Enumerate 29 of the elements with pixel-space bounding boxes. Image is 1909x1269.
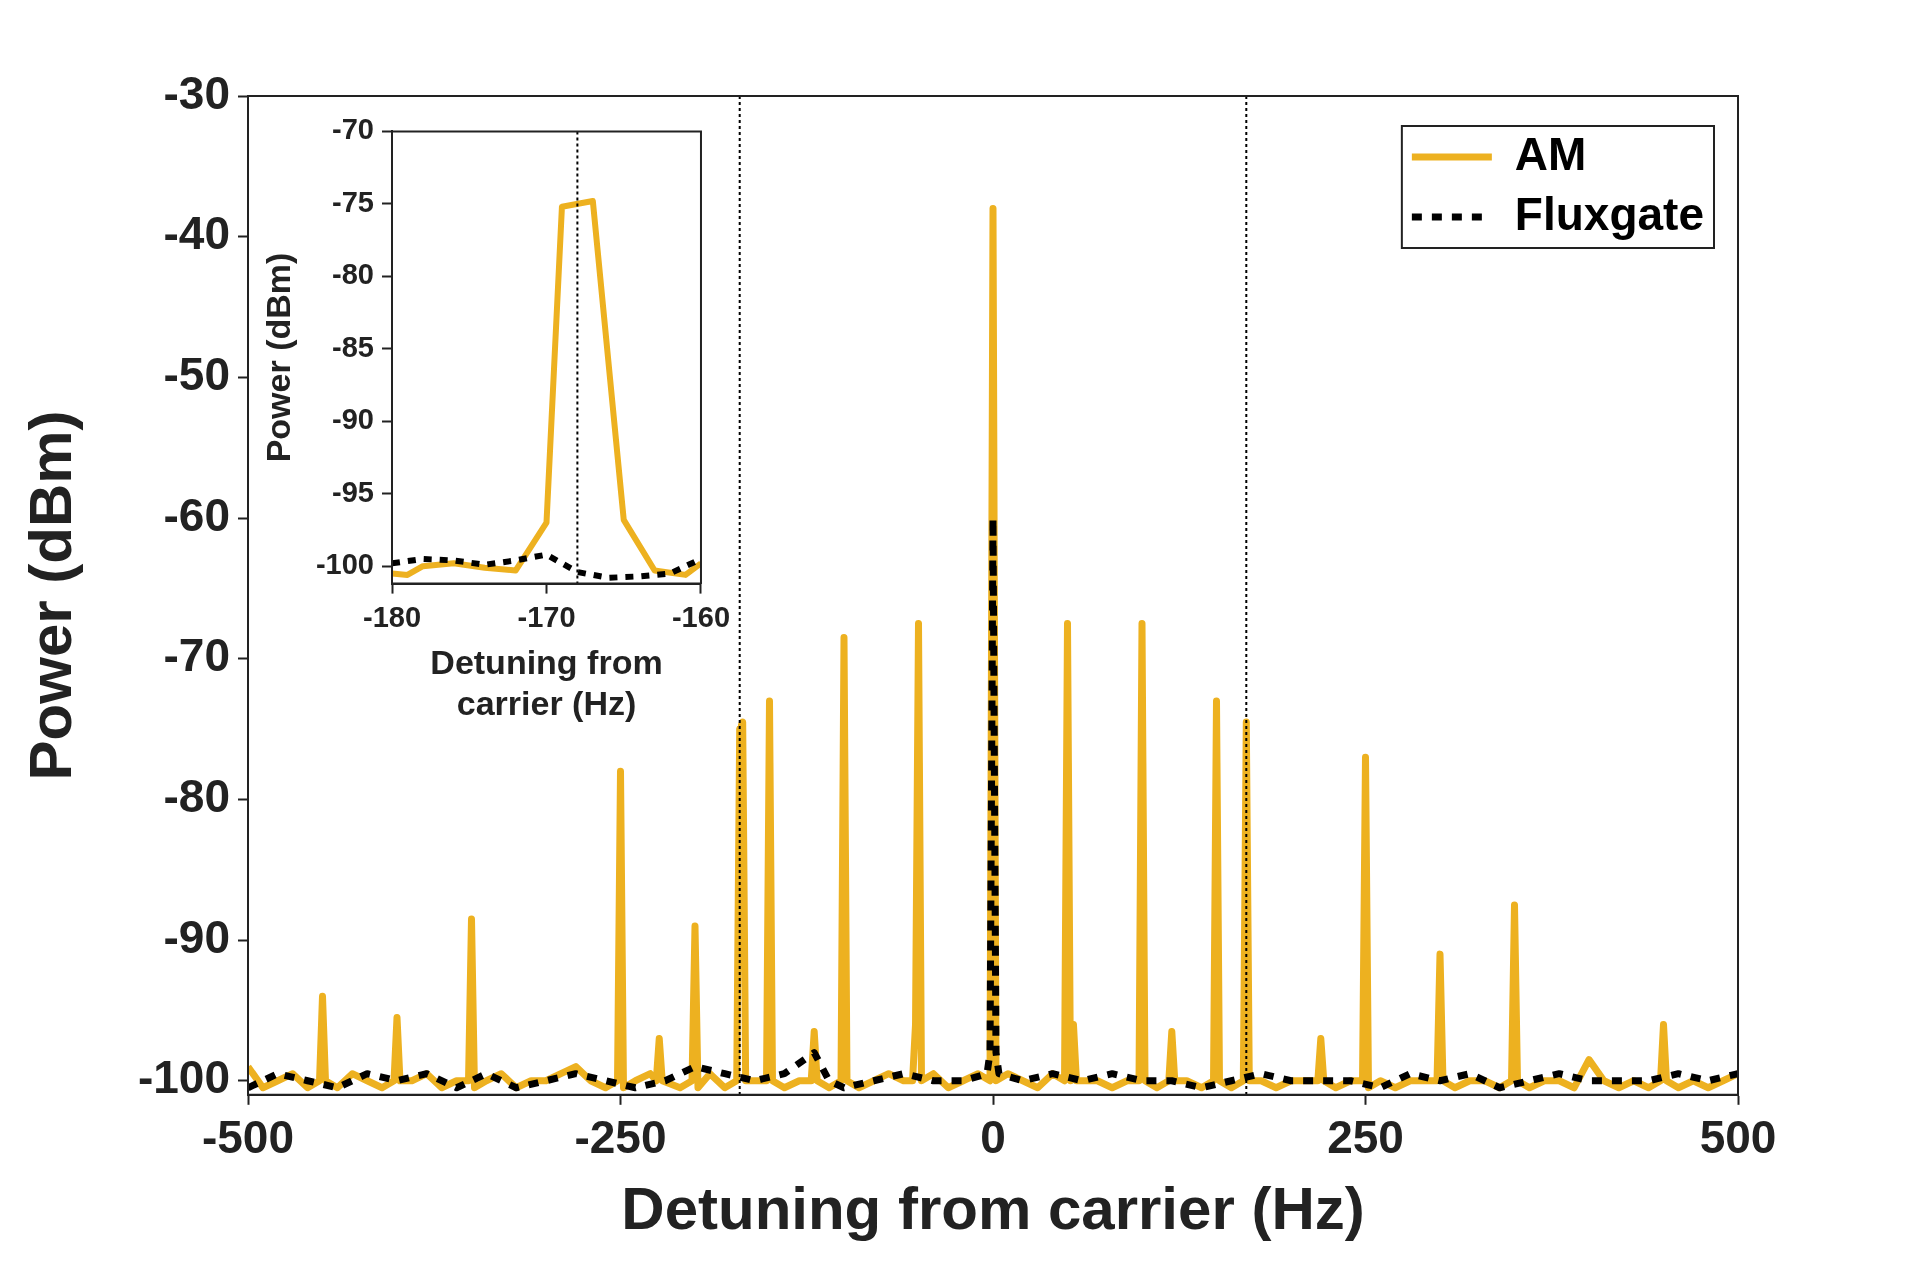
x-tick-label: -170 (517, 601, 576, 633)
x-axis-title: Detuning from carrier (Hz) (430, 643, 663, 722)
y-tick-label: -75 (332, 185, 374, 218)
x-axis-title: Detuning from carrier (Hz) (621, 1174, 1365, 1242)
y-tick-label: -70 (332, 113, 374, 146)
x-tick-label: 250 (1327, 1111, 1404, 1164)
y-tick-label: -80 (163, 770, 230, 823)
x-tick-label: -500 (201, 1111, 295, 1164)
x-tick-label: -250 (574, 1111, 667, 1164)
y-tick-label: -30 (163, 66, 230, 119)
y-tick-label: -90 (163, 910, 230, 963)
y-axis-title: Power (dBm) (258, 252, 297, 463)
legend-label: Fluxgate (1514, 187, 1705, 240)
x-tick-label: -160 (671, 601, 730, 633)
y-tick-label: -85 (332, 330, 374, 363)
y-tick-label: -100 (137, 1051, 230, 1104)
y-tick-label: -40 (163, 207, 230, 260)
y-tick-label: -60 (163, 488, 230, 541)
y-tick-label: -50 (163, 348, 230, 401)
x-tick-label: 0 (980, 1111, 1006, 1164)
y-tick-label: -95 (332, 475, 374, 508)
y-tick-label: -90 (332, 403, 374, 436)
y-tick-label: -70 (163, 629, 230, 682)
x-tick-label: -180 (362, 601, 422, 633)
y-axis-title: Power (dBm) (16, 410, 84, 781)
legend-label: AM (1514, 127, 1587, 180)
x-tick-label: 500 (1699, 1111, 1777, 1164)
y-tick-label: -80 (332, 258, 374, 291)
y-tick-label: -100 (315, 548, 374, 581)
